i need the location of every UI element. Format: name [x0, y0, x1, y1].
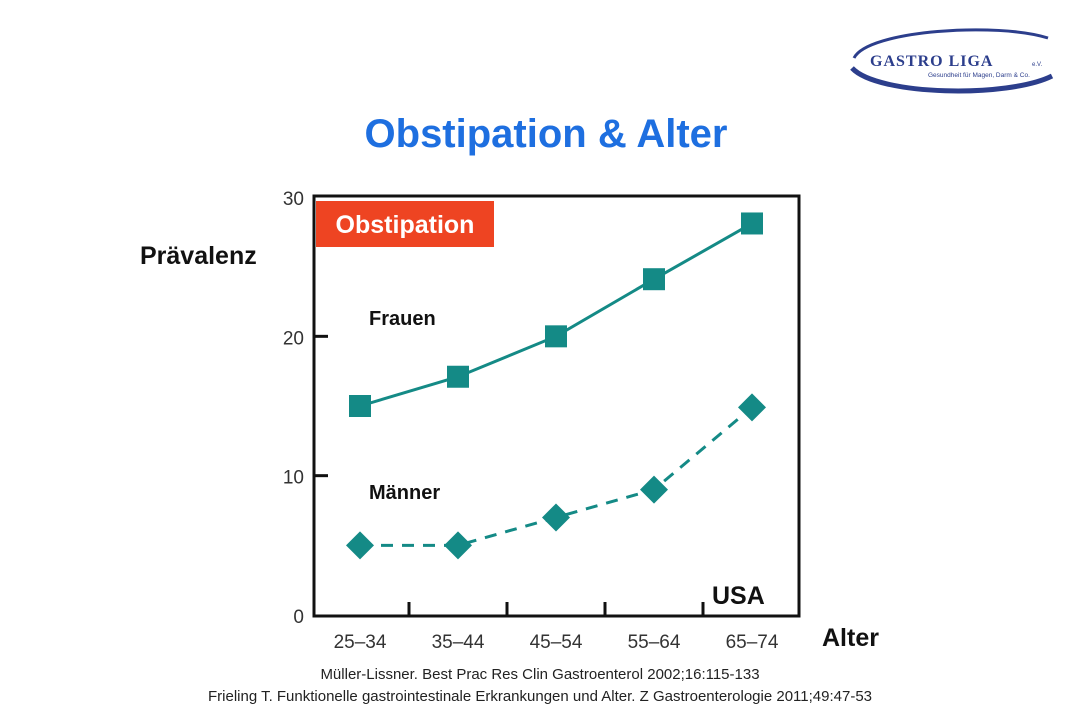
y-tick-label: 30: [283, 189, 304, 210]
data-point-square: [741, 212, 763, 235]
series-label-frauen: Frauen: [369, 308, 436, 330]
data-point-square: [643, 268, 665, 291]
references: Müller-Lissner. Best Prac Res Clin Gastr…: [0, 664, 1080, 708]
x-tick-label: 55–64: [628, 632, 681, 653]
data-point-square: [545, 325, 567, 348]
data-point-diamond: [542, 503, 570, 532]
data-point-diamond: [738, 393, 766, 422]
x-tick-label: 45–54: [530, 632, 583, 653]
gastroliga-logo: GASTRO LIGA e.V. Gesundheit für Magen, D…: [848, 24, 1056, 98]
data-point-square: [349, 395, 371, 417]
x-tick-label: 35–44: [432, 632, 485, 653]
chart-annotation-usa: USA: [712, 582, 765, 610]
y-tick-label: 10: [283, 468, 304, 489]
logo-suffix: e.V.: [1032, 62, 1042, 68]
reference-2: Frieling T. Funktionelle gastrointestina…: [207, 688, 872, 705]
data-point-diamond: [444, 531, 472, 560]
series-label-maenner: Männer: [369, 482, 440, 504]
x-tick-label: 65–74: [726, 632, 779, 653]
line-chart: 0 10 20 30 25–34 35–44 45–54 55–64 65–74 Obstipa…: [283, 189, 801, 653]
reference-1: Müller-Lissner. Best Prac Res Clin Gastr…: [320, 666, 760, 683]
logo-text: GASTRO LIGA: [870, 53, 993, 70]
page-title: Obstipation & Alter: [364, 112, 728, 156]
x-tick-label: 25–34: [334, 632, 387, 653]
logo-tagline: Gesundheit für Magen, Darm & Co.: [928, 72, 1030, 79]
chart-title-badge: [316, 201, 494, 247]
chart-title: Obstipation: [336, 211, 475, 239]
data-point-diamond: [346, 531, 374, 560]
y-tick-label: 0: [293, 607, 304, 628]
y-tick-label: 20: [283, 328, 304, 349]
data-point-diamond: [640, 475, 668, 504]
plot-frame: [312, 194, 801, 618]
data-point-square: [447, 365, 469, 388]
x-axis-label: Alter: [822, 624, 879, 652]
y-axis-label: Prävalenz: [140, 242, 257, 270]
